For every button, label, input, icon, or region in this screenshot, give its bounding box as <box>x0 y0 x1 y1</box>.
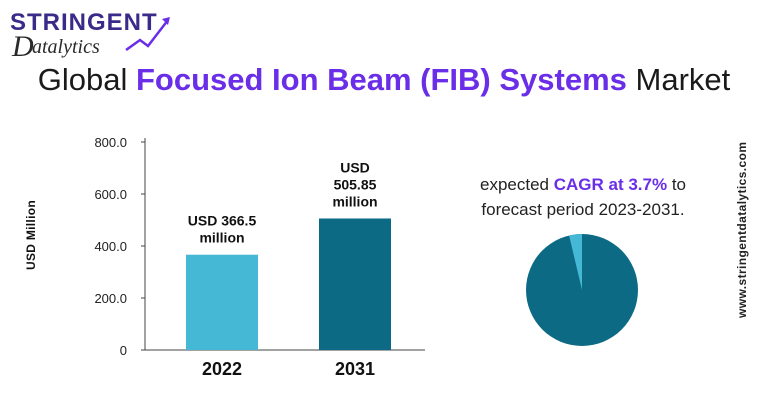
y-tick-label: 0 <box>120 343 127 358</box>
y-tick-label: 800.0 <box>94 135 127 150</box>
logo-initial: D <box>11 30 34 60</box>
title-highlight: Focused Ion Beam (FIB) Systems <box>135 62 627 97</box>
cagr-line2: forecast period 2023-2031. <box>481 200 685 219</box>
title-prefix: Global <box>37 62 136 97</box>
data-label-2031: USD 505.85 million <box>332 159 377 209</box>
cagr-pie-chart <box>526 234 638 346</box>
logo-line1: STRINGENT <box>10 9 158 36</box>
y-tick-label: 200.0 <box>94 291 127 306</box>
growth-arrow-icon <box>125 19 169 52</box>
bar-chart: 0 200.0 400.0 600.0 800.0 2022 USD 366.5 millio… <box>94 135 425 379</box>
bar-2022 <box>186 254 258 350</box>
logo-graphic: STRINGENT D atalytics <box>10 9 170 60</box>
logo-line2: atalytics <box>32 36 100 58</box>
cagr-highlight: CAGR at 3.7% <box>553 175 668 194</box>
company-logo: STRINGENT D atalytics <box>8 6 183 60</box>
data-label-2022: USD 366.5 million <box>188 213 257 246</box>
x-tick-label: 2031 <box>335 359 375 379</box>
website-url: www.stringentdatalytics.com <box>735 141 749 318</box>
cagr-statement: expected CAGR at 3.7% to forecast period… <box>448 172 718 222</box>
y-tick-label: 400.0 <box>94 239 127 254</box>
arrow-head-icon <box>162 17 170 25</box>
x-tick-label: 2022 <box>202 359 242 379</box>
y-tick-label: 600.0 <box>94 187 127 202</box>
title-suffix: Market <box>626 62 731 97</box>
pie-cagr-slice <box>569 234 582 290</box>
page-title: Global Focused Ion Beam (FIB) Systems Ma… <box>0 62 768 98</box>
cagr-suffix: to <box>667 175 686 194</box>
cagr-prefix: expected <box>479 175 554 194</box>
bar-2031 <box>319 218 391 350</box>
